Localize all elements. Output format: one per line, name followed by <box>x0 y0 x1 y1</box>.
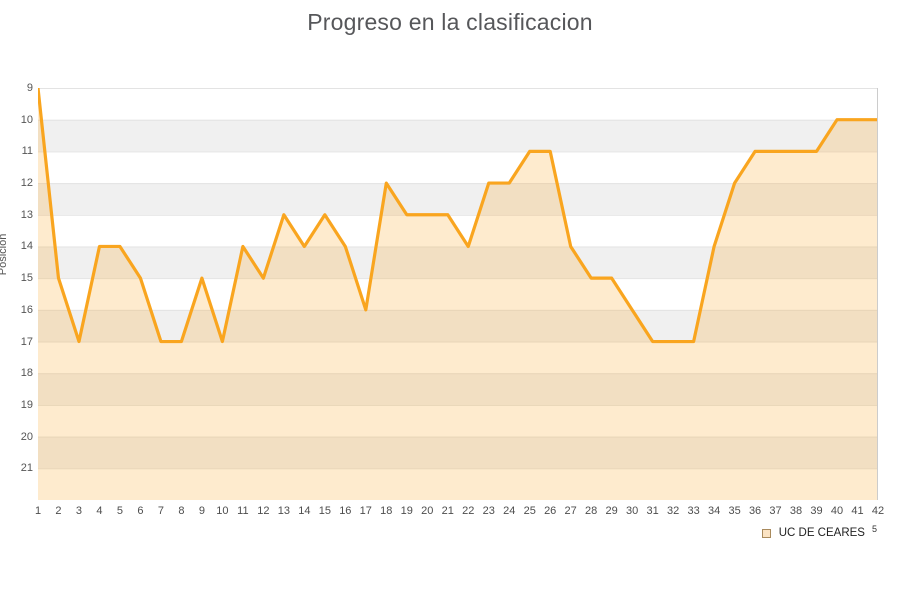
x-tick-label: 38 <box>789 505 803 517</box>
x-tick-label: 7 <box>157 505 164 517</box>
plot-band <box>38 404 878 437</box>
y-tick-label: 13 <box>20 208 33 221</box>
x-tick-label: 22 <box>462 505 475 517</box>
plot-band <box>38 278 878 310</box>
x-tick-label: 18 <box>380 505 393 517</box>
x-tick-label: 42 <box>871 505 885 517</box>
y-tick-label: 21 <box>20 462 33 475</box>
x-tick-label: 32 <box>666 505 680 517</box>
plot-band <box>38 309 878 342</box>
x-tick-label: 10 <box>216 505 229 517</box>
x-tick-label: 28 <box>585 505 598 517</box>
x-tick-label: 11 <box>237 505 249 517</box>
legend: UC DE CEARES 5 <box>761 524 877 539</box>
y-tick-label: 17 <box>20 335 33 348</box>
x-tick-label: 3 <box>75 505 83 517</box>
y-tick-label: 12 <box>20 177 33 190</box>
x-tick-label: 9 <box>198 505 205 517</box>
x-tick-label: 29 <box>605 505 618 517</box>
plot-band <box>38 468 878 500</box>
x-tick-label: 16 <box>339 505 352 517</box>
x-tick-label: 30 <box>626 505 639 517</box>
plot-band <box>38 183 878 215</box>
x-tick-label: 33 <box>687 505 700 517</box>
y-tick-label: 14 <box>20 240 33 253</box>
legend-series-label: UC DE CEARES <box>778 527 865 539</box>
x-tick-label: 24 <box>503 505 516 517</box>
y-tick-label: 20 <box>20 430 33 443</box>
x-tick-label: 23 <box>482 505 495 517</box>
plot-band <box>38 119 878 152</box>
x-tick-label: 26 <box>544 505 557 517</box>
x-tick-label: 2 <box>55 505 62 517</box>
x-tick-label: 19 <box>400 505 413 517</box>
x-tick-label: 39 <box>810 505 823 517</box>
y-tick-label: 15 <box>20 272 33 285</box>
plot-band <box>38 246 878 279</box>
x-tick-label: 15 <box>318 505 331 517</box>
x-tick-label: 31 <box>646 505 659 517</box>
x-tick-label: 27 <box>564 505 577 517</box>
x-tick-label: 1 <box>34 505 42 517</box>
x-tick-label: 5 <box>116 505 123 517</box>
x-tick-label: 12 <box>257 505 270 517</box>
x-tick-label: 6 <box>137 505 144 517</box>
x-tick-label: 35 <box>728 505 741 517</box>
x-tick-label: 34 <box>707 505 721 517</box>
plot-band <box>38 436 878 469</box>
x-tick-label: 8 <box>178 505 185 517</box>
series-area-fill <box>38 88 878 500</box>
x-tick-label: 14 <box>298 505 311 517</box>
legend-series-swatch-icon <box>761 528 771 538</box>
chart-svg <box>38 88 878 500</box>
legend-superscript: 5 <box>871 524 877 534</box>
plot-band <box>38 88 878 120</box>
series-line <box>38 88 878 344</box>
plot-band <box>38 341 878 374</box>
y-tick-label: 16 <box>20 303 33 316</box>
y-tick-label: 9 <box>26 82 33 94</box>
x-tick-label: 20 <box>421 505 434 517</box>
x-tick-label: 13 <box>277 505 290 517</box>
x-tick-label: 4 <box>96 505 103 517</box>
y-tick-label: 19 <box>20 398 33 411</box>
chart-title: Progreso en la clasificacion <box>307 9 593 35</box>
x-tick-label: 36 <box>748 505 762 517</box>
x-tick-label: 17 <box>359 505 372 517</box>
plot-band <box>38 373 878 405</box>
x-tick-label: 25 <box>523 505 536 517</box>
x-tick-label: 37 <box>769 505 782 517</box>
x-tick-label: 41 <box>851 505 864 517</box>
plot-area <box>38 88 878 500</box>
y-tick-label: 11 <box>21 145 33 158</box>
x-tick-label: 40 <box>830 505 844 517</box>
x-tick-label: 21 <box>441 505 454 517</box>
y-tick-label: 18 <box>20 367 33 380</box>
y-tick-label: 10 <box>20 113 33 126</box>
